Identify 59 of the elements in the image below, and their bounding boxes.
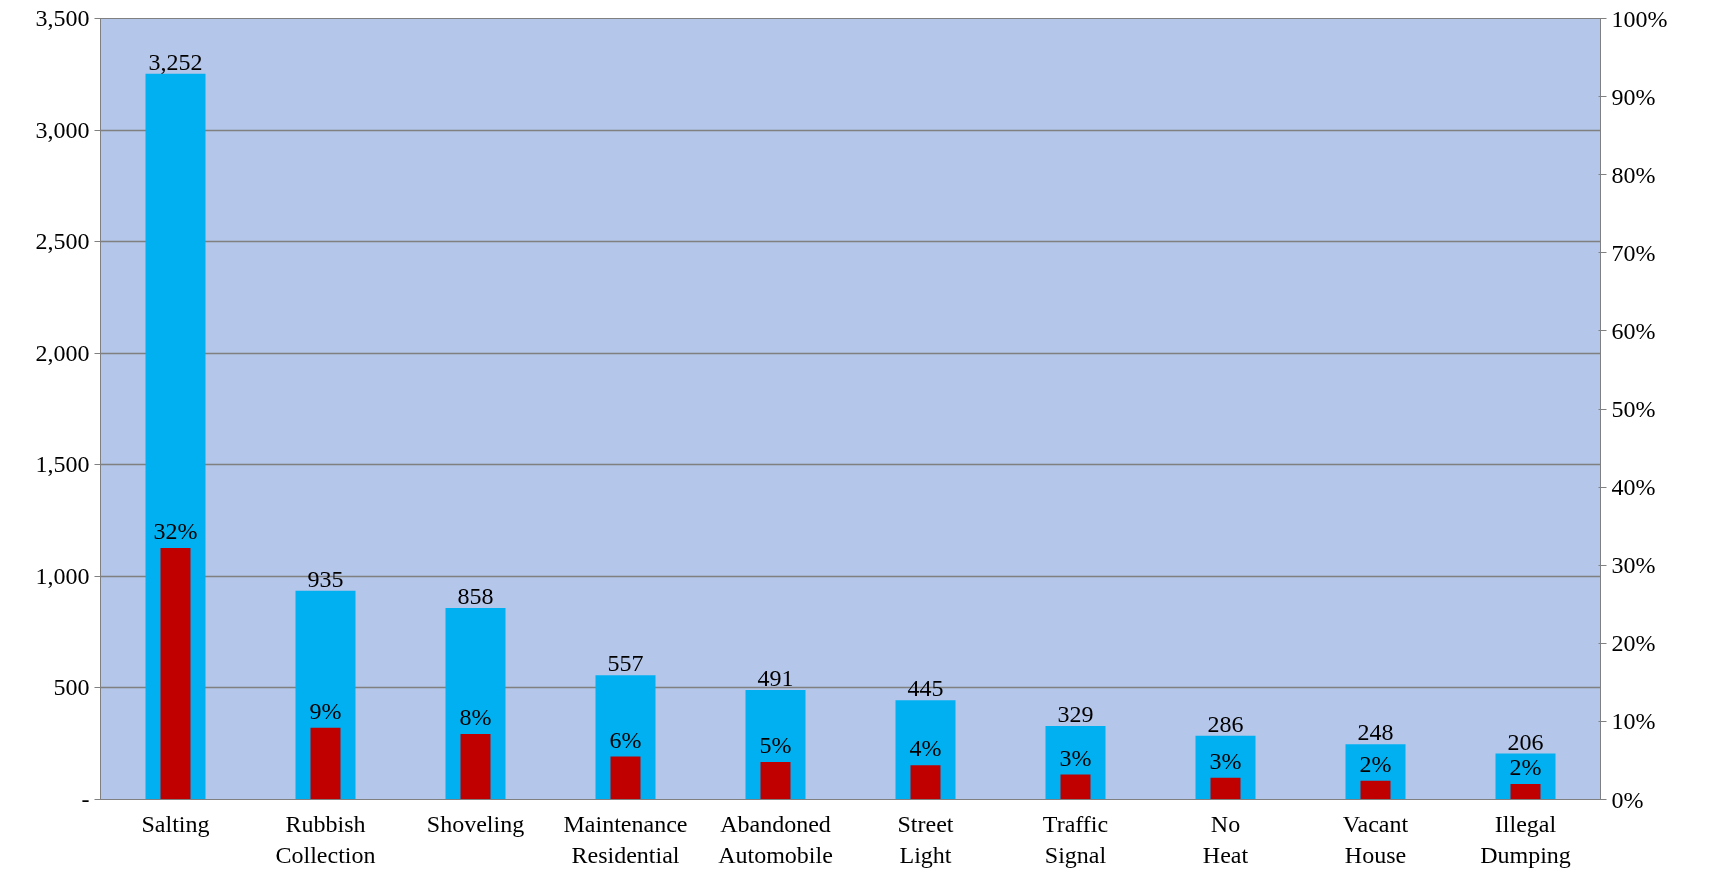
x-tick-label: Illegal Dumping [1480,810,1571,868]
x-tick-label: Vacant House [1342,810,1409,868]
y2-tick-label: 100% [1611,5,1668,32]
y-tick-label: 500 [53,674,90,701]
y-tick-label: 2,500 [35,228,90,255]
data-label: 32% [153,518,198,545]
x-tick-label: Street Light [897,810,954,868]
data-label: 3% [1059,744,1092,771]
data-label: 9% [309,697,342,724]
y2-tick-label: 60% [1611,317,1656,344]
data-label: 4% [909,735,942,762]
data-label: 8% [459,703,492,730]
data-label: 3,252 [148,48,203,75]
y-tick-label: - [81,786,90,812]
data-label: 286 [1207,710,1244,737]
x-tick-label: Salting [141,810,210,837]
data-label: 6% [609,726,642,753]
y2-tick-label: 30% [1611,552,1656,579]
data-label: 3% [1209,747,1242,774]
x-tick-label: Maintenance Residential [563,810,688,868]
data-label: 206 [1507,728,1544,755]
y2-tick-label: 0% [1611,786,1644,813]
data-label: 935 [307,565,344,592]
data-label: 329 [1057,701,1094,728]
y2-tick-label: 90% [1611,83,1656,110]
data-label: 858 [457,583,494,610]
data-label: 2% [1509,753,1542,780]
bar [1510,783,1541,800]
bar [760,762,791,800]
data-label: 5% [759,732,792,759]
bar [310,727,341,800]
bar [610,756,641,800]
bar [910,765,941,800]
y-tick-label: 1,000 [35,562,90,589]
x-tick-label: Rubbish Collection [275,810,376,868]
x-tick-label: Shoveling [426,810,525,837]
bar [1360,780,1391,800]
y2-tick-label: 50% [1611,396,1656,422]
y-tick-label: 3,000 [35,116,90,143]
bar [1210,777,1241,800]
y2-tick-label: 40% [1611,474,1656,501]
y-tick-label: 2,000 [35,339,90,366]
x-tick-label: Traffic Signal [1042,810,1109,868]
y2-tick-label: 20% [1611,630,1656,657]
y2-tick-label: 10% [1611,708,1656,735]
x-tick-label: No Heat [1202,810,1249,868]
bar [460,733,491,800]
data-label: 557 [607,650,644,677]
data-label: 248 [1357,719,1394,746]
bar [160,548,191,800]
y2-tick-label: 70% [1611,239,1656,266]
y2-tick-label: 80% [1611,161,1656,188]
y-tick-label: 3,500 [35,5,90,31]
data-label: 445 [907,675,944,702]
data-label: 491 [757,664,794,691]
data-label: 2% [1359,750,1392,777]
x-tick-label: Abandoned Automobile [718,810,833,868]
bar [1060,774,1091,800]
y-tick-label: 1,500 [35,451,90,478]
